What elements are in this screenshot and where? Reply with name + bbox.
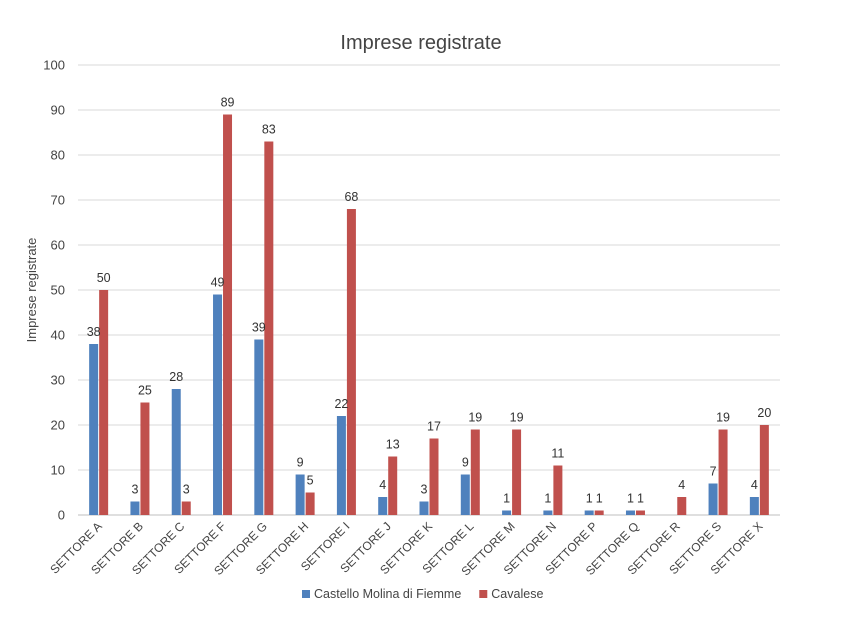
data-label: 1 xyxy=(544,492,551,506)
bar xyxy=(378,497,388,515)
y-axis-label: Imprese registrate xyxy=(24,238,39,343)
bar xyxy=(553,465,563,515)
bar xyxy=(346,209,356,515)
bar xyxy=(460,474,470,515)
bar xyxy=(388,456,398,515)
y-tick-label: 20 xyxy=(51,418,65,433)
bar xyxy=(677,497,687,515)
bar xyxy=(635,510,645,515)
bar xyxy=(512,429,522,515)
y-tick-label: 60 xyxy=(51,238,65,253)
data-label: 9 xyxy=(297,456,304,470)
bar xyxy=(99,290,109,515)
data-label: 1 xyxy=(637,492,644,506)
bar xyxy=(140,402,150,515)
data-label: 1 xyxy=(503,492,510,506)
legend-swatch xyxy=(479,590,488,598)
y-tick-label: 70 xyxy=(51,193,65,208)
data-label: 1 xyxy=(627,492,634,506)
data-label: 28 xyxy=(169,370,183,384)
bars xyxy=(89,114,769,515)
bar xyxy=(543,510,553,515)
bar xyxy=(295,474,305,515)
bar xyxy=(89,344,99,515)
bar xyxy=(718,429,728,515)
y-tick-label: 80 xyxy=(51,148,65,163)
data-label: 38 xyxy=(87,325,101,339)
bar xyxy=(708,483,718,515)
y-tick-label: 30 xyxy=(51,373,65,388)
data-label: 13 xyxy=(386,438,400,452)
bar xyxy=(749,497,759,515)
data-label: 3 xyxy=(131,483,138,497)
data-label: 49 xyxy=(211,276,225,290)
data-label: 22 xyxy=(334,397,348,411)
data-label: 50 xyxy=(97,271,111,285)
data-label: 19 xyxy=(510,411,524,425)
data-labels: 3850325283498939839522684133179191191111… xyxy=(87,96,772,506)
y-tick-label: 90 xyxy=(51,103,65,118)
bar xyxy=(171,389,181,515)
data-label: 4 xyxy=(751,478,758,492)
y-tick-label: 0 xyxy=(58,508,65,523)
data-label: 3 xyxy=(183,483,190,497)
data-label: 4 xyxy=(678,478,685,492)
y-tick-label: 10 xyxy=(51,463,65,478)
data-label: 25 xyxy=(138,384,152,398)
bar xyxy=(419,501,429,515)
data-label: 19 xyxy=(468,411,482,425)
data-label: 39 xyxy=(252,321,266,335)
data-label: 9 xyxy=(462,456,469,470)
data-label: 1 xyxy=(596,492,603,506)
data-label: 20 xyxy=(757,406,771,420)
bar xyxy=(470,429,480,515)
data-label: 68 xyxy=(344,190,358,204)
bar xyxy=(759,425,769,515)
bar xyxy=(429,438,439,515)
bar xyxy=(584,510,594,515)
legend: Castello Molina di Fiemme Cavalese xyxy=(302,587,543,601)
chart-title: Imprese registrate xyxy=(340,32,501,54)
y-tick-label: 50 xyxy=(51,283,65,298)
data-label: 3 xyxy=(421,483,428,497)
data-label: 4 xyxy=(379,478,386,492)
legend-label: Castello Molina di Fiemme xyxy=(314,587,461,601)
data-label: 1 xyxy=(586,492,593,506)
bar xyxy=(336,416,346,515)
gridlines xyxy=(78,64,780,516)
y-tick-label: 100 xyxy=(43,58,65,73)
bar xyxy=(181,501,191,515)
bar xyxy=(130,501,140,515)
y-axis-ticks: 0 10 20 30 40 50 60 70 80 90 100 xyxy=(43,58,65,523)
bar xyxy=(223,114,233,515)
data-label: 7 xyxy=(710,465,717,479)
bar xyxy=(213,294,223,515)
data-label: 89 xyxy=(221,96,235,110)
bar xyxy=(305,492,315,515)
legend-label: Cavalese xyxy=(491,587,543,601)
bar xyxy=(594,510,604,515)
data-label: 11 xyxy=(551,447,564,461)
bar xyxy=(254,339,264,515)
y-tick-label: 40 xyxy=(51,328,65,343)
data-label: 83 xyxy=(262,123,276,137)
bar xyxy=(502,510,512,515)
data-label: 17 xyxy=(427,420,441,434)
data-label: 5 xyxy=(307,474,314,488)
bar xyxy=(625,510,635,515)
legend-swatch xyxy=(302,590,310,598)
bar xyxy=(264,141,274,515)
data-label: 19 xyxy=(716,411,730,425)
